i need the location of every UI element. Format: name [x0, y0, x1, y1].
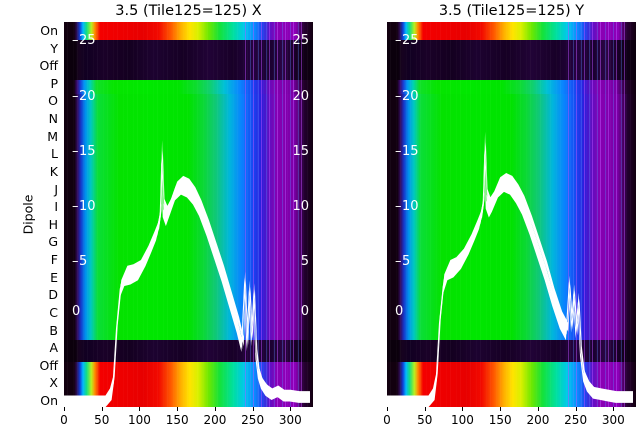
x-tick-label-left-50: 50 [94, 413, 110, 427]
x-axis-right: 0 50 100 150 200 250 300 [383, 407, 636, 437]
x-tick-label-right-0: 0 [383, 413, 391, 427]
panel-y[interactable]: –25 –20 –15 –10 –5 0 [387, 22, 636, 407]
x-tick-right-250 [575, 407, 577, 411]
x-tick-label-left-250: 250 [241, 413, 265, 427]
x-tick-label-left-300: 300 [278, 413, 302, 427]
heatmap-rows-y [387, 22, 636, 407]
x-tick-label-right-200: 200 [526, 413, 550, 427]
x-tick-left-300 [290, 407, 292, 411]
heatmap-x: –25 –20 –15 –10 –5 0 25 20 15 10 5 0 [64, 22, 313, 407]
y-axis-categories-left: Dipole On Y Off P O N M L K J I H G F E D C B A Off X On [20, 22, 58, 407]
y-tick-label-left-e-14: E [50, 270, 58, 285]
x-tick-label-left-200: 200 [203, 413, 227, 427]
x-tick-label-right-150: 150 [488, 413, 512, 427]
y-tick-label-left-c-16: C [49, 305, 58, 320]
x-tick-right-50 [424, 407, 426, 411]
x-axis-left: 0 50 100 150 200 250 300 [60, 407, 313, 437]
y-tick-label-left-m-6: M [47, 129, 58, 144]
heat-row-dark-lower [64, 340, 313, 362]
x-tick-right-0 [387, 407, 388, 411]
inner-ytick-25-left: –25 [72, 33, 96, 48]
y-tick-label-left-i-10: I [54, 199, 58, 214]
x-tick-left-150 [177, 407, 179, 411]
panel-x[interactable]: –25 –20 –15 –10 –5 0 25 20 15 10 5 0 [64, 22, 313, 407]
inner-ytick-15-left: –15 [72, 144, 96, 159]
x-tick-label-right-250: 250 [564, 413, 588, 427]
heat-row-dark-upper-y [387, 40, 636, 80]
inner-ytick-25-right: –25 [395, 33, 419, 48]
mirror-ytick-15-left: 15 [292, 144, 309, 159]
heat-row-offtop-y [387, 80, 636, 94]
y-tick-label-left-f-13: F [50, 252, 58, 267]
x-tick-label-right-300: 300 [601, 413, 625, 427]
y-tick-label-left-l-7: L [51, 146, 58, 161]
y-tick-label-left-x-20: X [49, 375, 58, 390]
x-tick-left-100 [139, 407, 141, 411]
y-tick-label-left-k-8: K [49, 164, 58, 179]
y-tick-label-left-a-18: A [49, 340, 58, 355]
x-tick-label-left-150: 150 [165, 413, 189, 427]
y-tick-label-left-p-3: P [50, 76, 58, 91]
heat-row-body [64, 94, 313, 340]
mirror-ytick-10-left: 10 [292, 199, 309, 214]
heat-row-on-bottom-y [387, 362, 636, 407]
x-tick-right-100 [462, 407, 464, 411]
x-tick-right-300 [613, 407, 615, 411]
heat-row-on-top-y [387, 22, 636, 40]
inner-ytick-20-right: –20 [395, 89, 419, 104]
y-tick-label-left-n-5: N [48, 111, 58, 126]
y-tick-label-left-o-4: O [48, 93, 58, 108]
x-tick-label-right-100: 100 [451, 413, 474, 427]
inner-ytick-10-right: –10 [395, 199, 419, 214]
mirror-ytick-0-left: 0 [300, 304, 309, 319]
mirror-ytick-20-left: 20 [292, 89, 309, 104]
y-tick-label-left-off-2: Off [39, 58, 58, 73]
x-tick-label-right-50: 50 [417, 413, 433, 427]
x-tick-left-200 [214, 407, 216, 411]
mirror-ytick-5-left: 5 [300, 254, 309, 269]
inner-ytick-5-left: –5 [72, 254, 88, 269]
y-tick-label-left-y-1: Y [50, 41, 58, 56]
inner-ytick-0-right: 0 [395, 304, 404, 319]
x-tick-left-50 [101, 407, 103, 411]
y-tick-label-left-b-17: B [49, 323, 58, 338]
x-tick-left-250 [252, 407, 254, 411]
inner-ytick-15-right: –15 [395, 144, 419, 159]
y-tick-label-left-on-0: On [40, 23, 58, 38]
x-tick-label-left-100: 100 [128, 413, 151, 427]
y-tick-label-left-j-9: J [54, 182, 58, 197]
inner-ytick-5-right: –5 [395, 254, 411, 269]
y-tick-label-left-d-15: D [48, 287, 58, 302]
inner-ytick-0-left: 0 [72, 304, 81, 319]
heat-row-body-y [387, 94, 636, 340]
heat-row-dark-lower-y [387, 340, 636, 362]
x-tick-right-200 [537, 407, 539, 411]
y-axis-title: Dipole [20, 194, 36, 235]
y-tick-label-left-off-19: Off [39, 358, 58, 373]
heatmap-rows-x [64, 22, 313, 407]
mirror-ytick-25-left: 25 [292, 33, 309, 48]
heat-row-on-top [64, 22, 313, 40]
heatmap-y: –25 –20 –15 –10 –5 0 [387, 22, 636, 407]
heat-row-dark-upper [64, 40, 313, 80]
y-tick-label-left-g-12: G [48, 234, 58, 249]
inner-ytick-20-left: –20 [72, 89, 96, 104]
x-tick-left-0 [64, 407, 65, 411]
panel-title-y: 3.5 (Tile125=125) Y [438, 3, 585, 19]
x-tick-right-150 [500, 407, 502, 411]
heat-row-on-bottom [64, 362, 313, 407]
panel-title-x: 3.5 (Tile125=125) X [115, 3, 262, 19]
y-tick-label-left-h-11: H [48, 217, 58, 232]
heat-row-offtop [64, 80, 313, 94]
y-tick-label-left-on-21: On [40, 393, 58, 408]
inner-ytick-10-left: –10 [72, 199, 96, 214]
x-tick-label-left-0: 0 [60, 413, 68, 427]
